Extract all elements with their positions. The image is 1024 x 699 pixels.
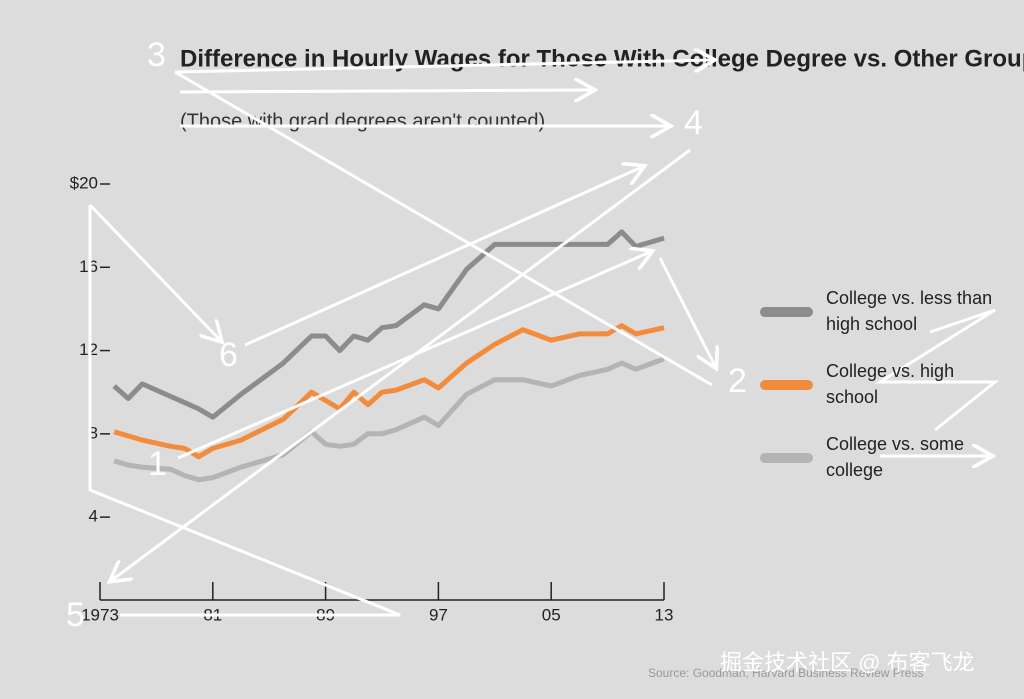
x-tick-label: 1973 bbox=[81, 605, 119, 624]
x-tick-label: 05 bbox=[542, 605, 561, 624]
y-tick-label: 8 bbox=[89, 423, 98, 442]
overlay-number: 4 bbox=[684, 104, 703, 142]
legend-label: College vs. some college bbox=[826, 434, 965, 480]
chart-subtitle: (Those with grad degrees aren't counted) bbox=[180, 110, 545, 132]
overlay-number: 1 bbox=[148, 445, 167, 483]
y-tick-label: 4 bbox=[89, 507, 98, 526]
annotation-arrows bbox=[88, 60, 1000, 617]
series-line bbox=[113, 356, 665, 483]
legend-label: College vs. less than high school bbox=[826, 288, 993, 334]
y-tick-label: $20 bbox=[70, 173, 98, 192]
legend-label: College vs. high school bbox=[826, 361, 955, 407]
overlay-number: 3 bbox=[147, 36, 166, 74]
series-line bbox=[112, 229, 665, 420]
source: Source: Goodman, Harvard Business Review… bbox=[648, 666, 923, 680]
x-tick-label: 97 bbox=[429, 605, 448, 624]
watermark: 掘金技术社区 @ 布客飞龙 bbox=[720, 650, 975, 675]
x-tick-label: 13 bbox=[655, 605, 674, 624]
overlay-number: 5 bbox=[66, 596, 85, 634]
series-line bbox=[113, 323, 665, 460]
overlay-number: 6 bbox=[219, 336, 238, 374]
overlay-number: 2 bbox=[728, 362, 747, 400]
